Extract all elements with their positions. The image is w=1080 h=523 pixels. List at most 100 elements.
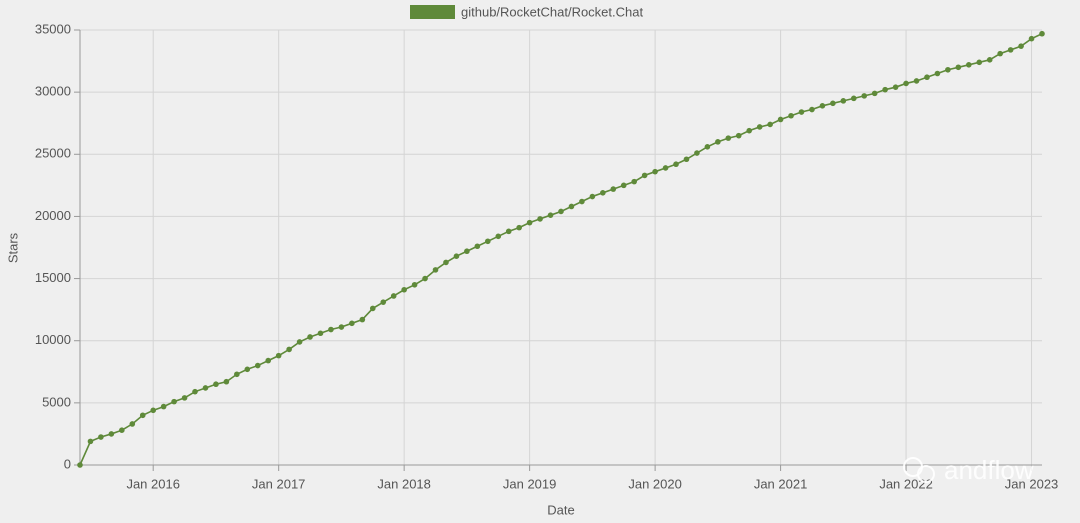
y-tick-label: 20000 [35, 208, 71, 223]
data-point [380, 299, 387, 305]
data-point [735, 132, 742, 139]
data-point [986, 57, 993, 63]
data-point [213, 381, 219, 388]
data-point [620, 182, 627, 189]
data-point [610, 186, 617, 192]
data-point [568, 203, 575, 210]
data-point [296, 339, 303, 345]
data-point [589, 193, 596, 200]
data-point [171, 398, 177, 405]
data-point [526, 219, 533, 226]
data-point [683, 156, 690, 163]
data-point [160, 403, 167, 410]
data-point [254, 362, 261, 369]
data-point [673, 161, 679, 168]
y-tick-label: 10000 [35, 332, 71, 347]
y-tick-label: 35000 [35, 21, 71, 36]
data-point [192, 388, 198, 395]
data-point [850, 95, 857, 102]
data-point [579, 198, 585, 205]
data-point [369, 305, 376, 312]
data-point [234, 371, 240, 378]
data-point [966, 62, 972, 68]
data-point [652, 168, 658, 175]
data-point [955, 64, 962, 71]
data-point [1007, 47, 1014, 53]
data-point [725, 135, 732, 141]
data-point [694, 150, 700, 156]
data-point [892, 84, 899, 90]
data-point [547, 212, 554, 218]
data-point [1039, 30, 1045, 37]
data-point [317, 330, 324, 337]
data-point [77, 462, 83, 468]
x-tick-label: Jan 2016 [126, 476, 180, 491]
data-point [265, 357, 272, 364]
data-point [464, 248, 470, 255]
data-point [139, 412, 146, 419]
y-tick-label: 25000 [35, 146, 71, 161]
data-point [809, 106, 815, 113]
data-point [997, 50, 1003, 57]
y-tick-label: 5000 [42, 394, 71, 409]
data-point [328, 326, 334, 333]
data-point [119, 427, 125, 434]
data-point [422, 275, 428, 282]
x-axis-label: Date [547, 502, 574, 517]
data-point [641, 172, 648, 179]
data-point [453, 253, 460, 259]
data-point [223, 378, 230, 385]
data-point [129, 421, 136, 427]
data-point [516, 224, 522, 231]
data-point [861, 93, 868, 99]
data-point [662, 165, 669, 171]
data-point [788, 112, 794, 119]
x-tick-label: Jan 2019 [503, 476, 557, 491]
x-tick-label: Jan 2021 [754, 476, 808, 491]
data-point [777, 116, 784, 123]
data-point [913, 78, 920, 84]
data-point [756, 124, 763, 130]
data-point [934, 70, 941, 77]
data-point [401, 286, 407, 293]
data-point [202, 385, 209, 391]
data-point [349, 320, 355, 327]
watermark: andflow [944, 455, 1034, 485]
data-point [631, 178, 637, 185]
data-point [903, 80, 909, 87]
watermark-icon [917, 465, 935, 483]
data-point [286, 346, 292, 353]
data-point [600, 190, 606, 196]
data-point [181, 395, 188, 401]
data-point [244, 366, 251, 373]
data-point [338, 324, 345, 330]
data-point [746, 127, 753, 134]
data-point [1018, 43, 1024, 49]
data-point [275, 352, 282, 359]
data-point [798, 109, 805, 115]
data-point [411, 281, 418, 288]
data-point [359, 316, 366, 323]
data-point [830, 100, 836, 107]
data-point [87, 438, 94, 445]
x-tick-label: Jan 2017 [252, 476, 306, 491]
data-point [840, 98, 847, 104]
data-point [882, 86, 888, 93]
legend-label: github/RocketChat/Rocket.Chat [461, 4, 643, 19]
data-point [485, 238, 491, 245]
data-point [537, 216, 543, 222]
y-tick-label: 30000 [35, 84, 71, 99]
data-point [1028, 35, 1035, 42]
data-point [976, 59, 983, 66]
data-point [307, 334, 313, 340]
data-point [474, 243, 481, 250]
data-point [432, 267, 439, 273]
data-point [715, 139, 721, 145]
data-point [390, 293, 397, 299]
x-tick-label: Jan 2020 [628, 476, 682, 491]
data-point [767, 121, 773, 128]
data-point [108, 431, 115, 437]
data-point [98, 434, 104, 440]
